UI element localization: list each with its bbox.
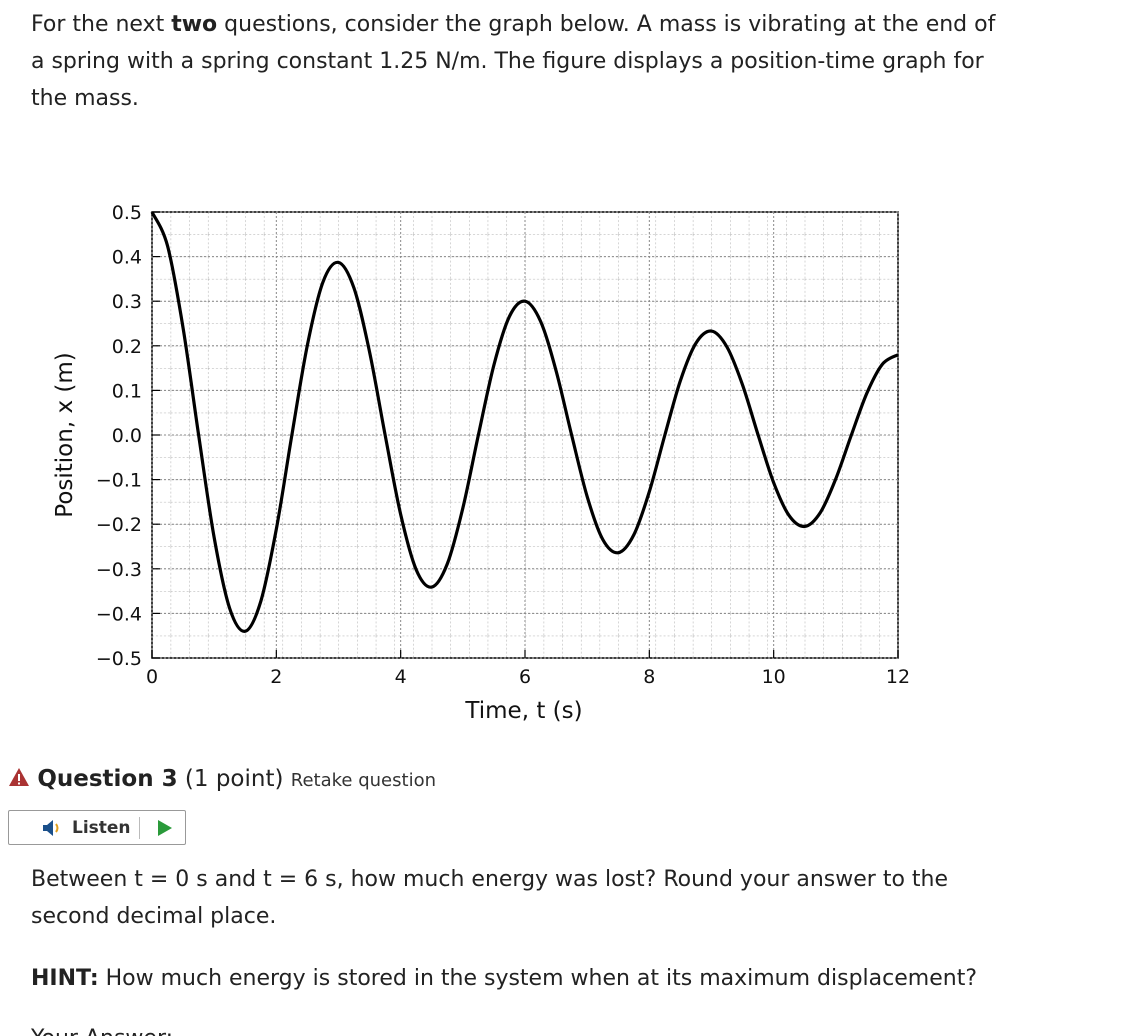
y-tick-label: −0.4 <box>96 603 142 625</box>
x-tick-label: 10 <box>762 666 786 688</box>
y-tick-label: 0.1 <box>112 380 142 402</box>
answer-label: Your Answer: <box>31 1020 173 1036</box>
x-tick-label: 4 <box>395 666 407 688</box>
speaker-icon <box>43 820 59 836</box>
hint-text: How much energy is stored in the system … <box>98 966 977 991</box>
play-icon[interactable] <box>157 819 173 837</box>
y-tick-label: 0.2 <box>112 336 142 358</box>
hint: HINT: How much energy is stored in the s… <box>31 960 1121 997</box>
x-tick-label: 6 <box>519 666 531 688</box>
question-header: Question 3 (1 point) Retake question <box>8 766 436 792</box>
y-tick-label: −0.2 <box>96 514 142 536</box>
y-tick-label: 0.0 <box>112 425 142 447</box>
y-tick-label: 0.3 <box>112 291 142 313</box>
x-tick-label: 2 <box>270 666 282 688</box>
x-tick-label: 0 <box>146 666 158 688</box>
hint-label: HINT: <box>31 966 99 991</box>
y-axis-label: Position, x (m) <box>52 352 78 517</box>
x-tick-label: 12 <box>886 666 910 688</box>
y-tick-label: 0.4 <box>112 247 142 269</box>
intro-text: questions, consider the graph below. A m… <box>31 12 996 111</box>
listen-label: Listen <box>72 818 131 838</box>
divider <box>139 817 140 839</box>
intro-bold: two <box>171 12 218 37</box>
intro: For the next two questions, consider the… <box>31 6 1001 117</box>
position-curve <box>150 211 899 633</box>
y-tick-label: −0.1 <box>96 470 142 492</box>
y-tick-label: −0.3 <box>96 559 142 581</box>
listen-button[interactable]: Listen <box>8 810 186 845</box>
question-title: Question 3 <box>37 766 178 792</box>
intro-text: For the next <box>31 12 172 37</box>
retake-link[interactable]: Retake question <box>290 770 436 791</box>
y-tick-label: 0.5 <box>112 202 142 224</box>
question-points: (1 point) <box>184 766 284 792</box>
question-text: Between t = 0 s and t = 6 s, how much en… <box>31 867 949 929</box>
y-tick-label: −0.5 <box>96 648 142 670</box>
x-tick-label: 8 <box>643 666 655 688</box>
warning-icon <box>9 768 29 786</box>
chart: Time, t (s) Position, x (m) −0.5 −0.4 −0.3… <box>52 202 910 724</box>
x-axis-label: Time, t (s) <box>464 698 582 724</box>
